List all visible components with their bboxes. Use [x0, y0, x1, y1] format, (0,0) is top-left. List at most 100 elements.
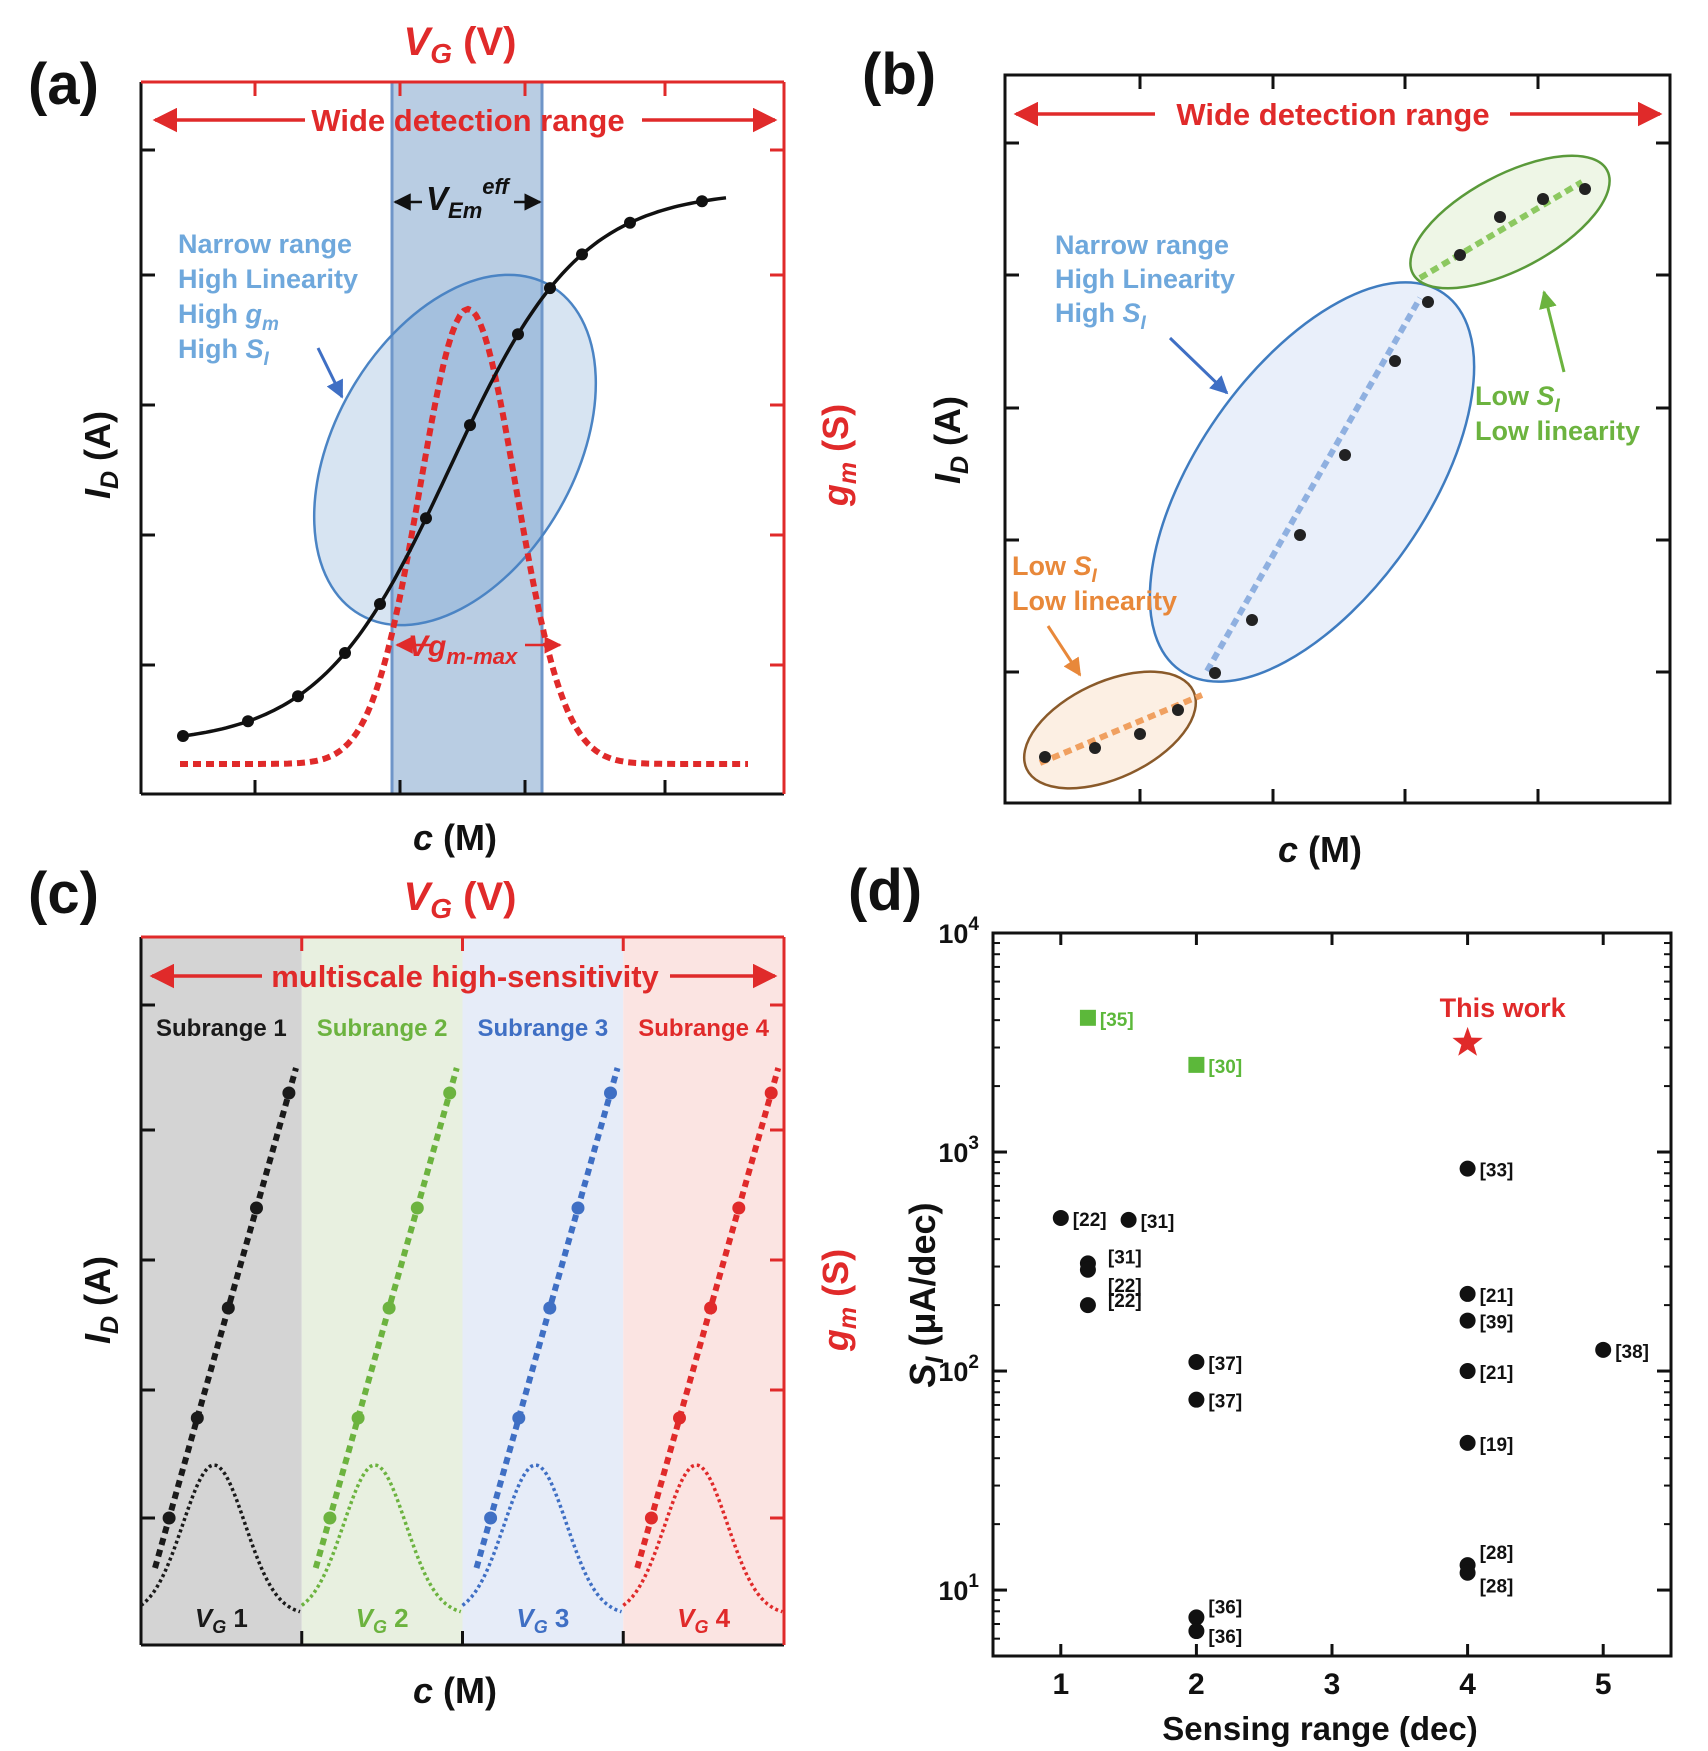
- b-point: [1246, 614, 1258, 626]
- d-point-label: [39]: [1480, 1313, 1514, 1334]
- b-point: [1039, 751, 1051, 763]
- b-blue-fit: [1204, 296, 1423, 673]
- c-gm-curve: [139, 1463, 301, 1614]
- c-id-point: [484, 1511, 498, 1525]
- b-point: [1134, 728, 1146, 740]
- c-id-fit: [634, 1067, 782, 1569]
- panel-letter-c: (c): [28, 861, 99, 926]
- c-gm-curve: [622, 1463, 783, 1614]
- c-id-fit: [152, 1067, 299, 1569]
- b-point: [1494, 211, 1506, 223]
- c-id-point: [221, 1301, 235, 1315]
- panel-a: (a) VG (V) Wide detection range VEmeff V…: [28, 20, 862, 858]
- a-id-point: [420, 512, 432, 525]
- d-point-label: [35]: [1100, 1010, 1134, 1031]
- c-id-point: [543, 1301, 557, 1315]
- b-green-note-line1: Low SI: [1475, 381, 1561, 417]
- a-id-point: [177, 730, 189, 742]
- d-point-label: [21]: [1480, 1363, 1514, 1384]
- b-green-note-arrow: [1539, 290, 1566, 373]
- d-point-label: [21]: [1480, 1286, 1514, 1307]
- d-point-label: [31]: [1141, 1212, 1175, 1233]
- c-id-point: [162, 1511, 176, 1525]
- a-id-points: [177, 195, 708, 742]
- c-ticks: [141, 937, 784, 1645]
- d-axis: 1 2 3 4 5 104 103 102 101: [938, 914, 1671, 1701]
- c-ylabel-right: gm (S): [815, 1249, 862, 1352]
- b-ylabel: ID (A): [927, 396, 974, 484]
- d-ylabel: SI (μA/dec): [902, 1202, 949, 1387]
- panel-c: (c) VG (V) multiscale high-sensitivity S…: [28, 861, 862, 1711]
- d-point-label: [28]: [1480, 1543, 1514, 1564]
- d-point: [1188, 1623, 1205, 1640]
- c-id-point: [282, 1086, 296, 1100]
- b-point: [1209, 667, 1221, 679]
- panel-b: (b) Wide detection range Narrow range Hi…: [862, 42, 1672, 870]
- d-x-tick-label: 2: [1188, 1668, 1205, 1701]
- c-id-point: [673, 1411, 686, 1425]
- b-point: [1172, 704, 1184, 716]
- d-point: [1079, 1261, 1096, 1278]
- d-point-star: [1452, 1026, 1483, 1056]
- b-point: [1537, 193, 1549, 205]
- c-xlabel: c (M): [413, 1670, 497, 1711]
- c-vg-label: VG 3: [516, 1603, 569, 1637]
- c-id-fit: [312, 1067, 460, 1569]
- b-point: [1389, 355, 1401, 367]
- b-axes-frame: [1003, 73, 1672, 805]
- c-id-point: [604, 1086, 617, 1100]
- d-point: [1188, 1353, 1205, 1370]
- d-point: [1459, 1160, 1476, 1177]
- d-point: [1459, 1312, 1476, 1329]
- c-id-point: [512, 1411, 526, 1425]
- b-point: [1089, 742, 1101, 754]
- d-point-label: [31]: [1108, 1247, 1142, 1268]
- a-ylabel-right: gm (S): [815, 404, 862, 507]
- a-id-point: [576, 248, 588, 261]
- panel-letter-b: (b): [862, 42, 936, 107]
- a-vem-band: [392, 82, 542, 794]
- c-subrange-label: Subrange 1: [156, 1015, 287, 1042]
- a-id-point: [374, 598, 386, 610]
- d-this-work-label: This work: [1440, 993, 1567, 1023]
- a-id-point: [242, 715, 254, 728]
- a-note-line4: High SI: [178, 334, 270, 370]
- d-point: [1052, 1209, 1069, 1226]
- panel-letter-d: (d): [848, 858, 922, 923]
- d-point: [1188, 1609, 1205, 1626]
- c-subrange-label: Subrange 2: [317, 1015, 448, 1042]
- d-point-label: [22]: [1108, 1276, 1142, 1297]
- a-gm-curve: [180, 305, 748, 767]
- c-gm-curve: [300, 1463, 462, 1614]
- a-id-point: [624, 216, 636, 229]
- c-id-point: [644, 1511, 658, 1525]
- c-id-point: [190, 1411, 204, 1425]
- a-note-line3: High gm: [178, 299, 279, 335]
- d-point: [1188, 1391, 1205, 1408]
- a-note-line1: Narrow range: [178, 229, 352, 259]
- a-vgm-label: Vgm-max: [408, 630, 518, 669]
- d-y-tick-label: 101: [938, 1571, 979, 1606]
- d-point: [1459, 1363, 1476, 1380]
- d-point-label: [33]: [1480, 1161, 1514, 1182]
- d-point-label: [28]: [1480, 1577, 1514, 1598]
- c-id-point: [732, 1201, 746, 1215]
- b-wide-range-label: Wide detection range: [1176, 97, 1489, 132]
- b-blue-note-line2: High Linearity: [1055, 264, 1235, 294]
- a-vem-label: VEmeff: [426, 174, 511, 223]
- c-id-point: [764, 1086, 778, 1100]
- d-axes-frame: [991, 931, 1673, 1658]
- b-orange-note-line1: Low SI: [1012, 551, 1098, 587]
- b-xlabel: c (M): [1278, 829, 1362, 870]
- b-points: [1039, 183, 1591, 763]
- d-y-tick-label: 102: [938, 1352, 979, 1387]
- d-points: [35][30][33][22] [31][31][22][22] [21][39]…: [1052, 1009, 1649, 1648]
- d-x-tick-label: 1: [1052, 1668, 1069, 1701]
- c-id-point: [351, 1411, 365, 1425]
- c-banner-label: multiscale high-sensitivity: [271, 959, 659, 994]
- d-xlabel: Sensing range (dec): [1162, 1710, 1477, 1747]
- d-point-square: [1188, 1056, 1205, 1073]
- b-point: [1422, 296, 1434, 308]
- d-x-tick-label: 4: [1459, 1668, 1476, 1701]
- b-green-note-line2: Low linearity: [1475, 416, 1640, 446]
